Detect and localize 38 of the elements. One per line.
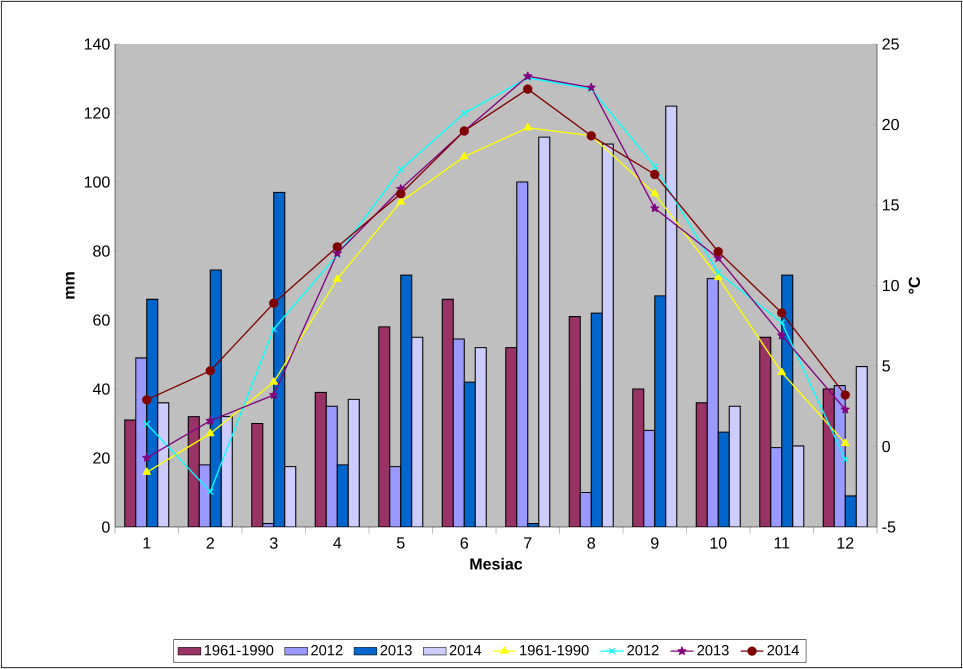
- y2-tick-label: 5: [882, 360, 890, 372]
- legend-label: 2014: [767, 645, 799, 656]
- x-tick-label: 6: [460, 537, 468, 549]
- x-tick-label: 7: [524, 537, 532, 548]
- x-axis-title: Mesiac: [470, 558, 522, 570]
- x-tick-label: 3: [270, 537, 278, 549]
- legend-label: 2013: [380, 645, 412, 656]
- y-tick-label: 20: [93, 452, 110, 464]
- x-tick-label: 2: [206, 537, 214, 549]
- x-tick-label: 1: [144, 537, 150, 548]
- y-tick-label: 0: [102, 521, 110, 533]
- x-tick-label: 12: [838, 537, 854, 549]
- y2-tick-label: 20: [882, 118, 899, 130]
- x-tick-label: 8: [587, 537, 596, 549]
- legend-label: 2012: [627, 645, 659, 656]
- legend-label: 2014: [450, 645, 482, 656]
- y-tick-label: 80: [93, 245, 110, 257]
- y2-tick-label: 25: [882, 38, 899, 50]
- legend-label: 2012: [311, 645, 342, 656]
- y2-tick-label: -5: [882, 521, 896, 533]
- y-tick-label: 140: [84, 38, 110, 50]
- y2-tick-label: 10: [882, 280, 899, 292]
- x-tick-label: 5: [396, 537, 405, 549]
- x-tick-label: 4: [333, 537, 342, 548]
- y2-tick-label: 15: [882, 199, 899, 211]
- y2-tick-label: 0: [882, 440, 890, 452]
- y-tick-label: 120: [84, 107, 110, 119]
- legend-label: 1961-1990: [520, 645, 589, 656]
- x-tick-label: 11: [774, 537, 790, 548]
- y-axis-title: mm: [66, 272, 74, 299]
- legend-label: 2013: [697, 645, 729, 656]
- y-tick-label: 100: [84, 176, 110, 188]
- x-tick-label: 10: [710, 537, 727, 549]
- y-tick-label: 40: [92, 383, 110, 395]
- y2-axis-title: °C: [908, 276, 920, 294]
- y-tick-label: 60: [93, 314, 110, 326]
- x-tick-label: 9: [651, 537, 658, 549]
- legend-label: 1961-1990: [204, 645, 274, 656]
